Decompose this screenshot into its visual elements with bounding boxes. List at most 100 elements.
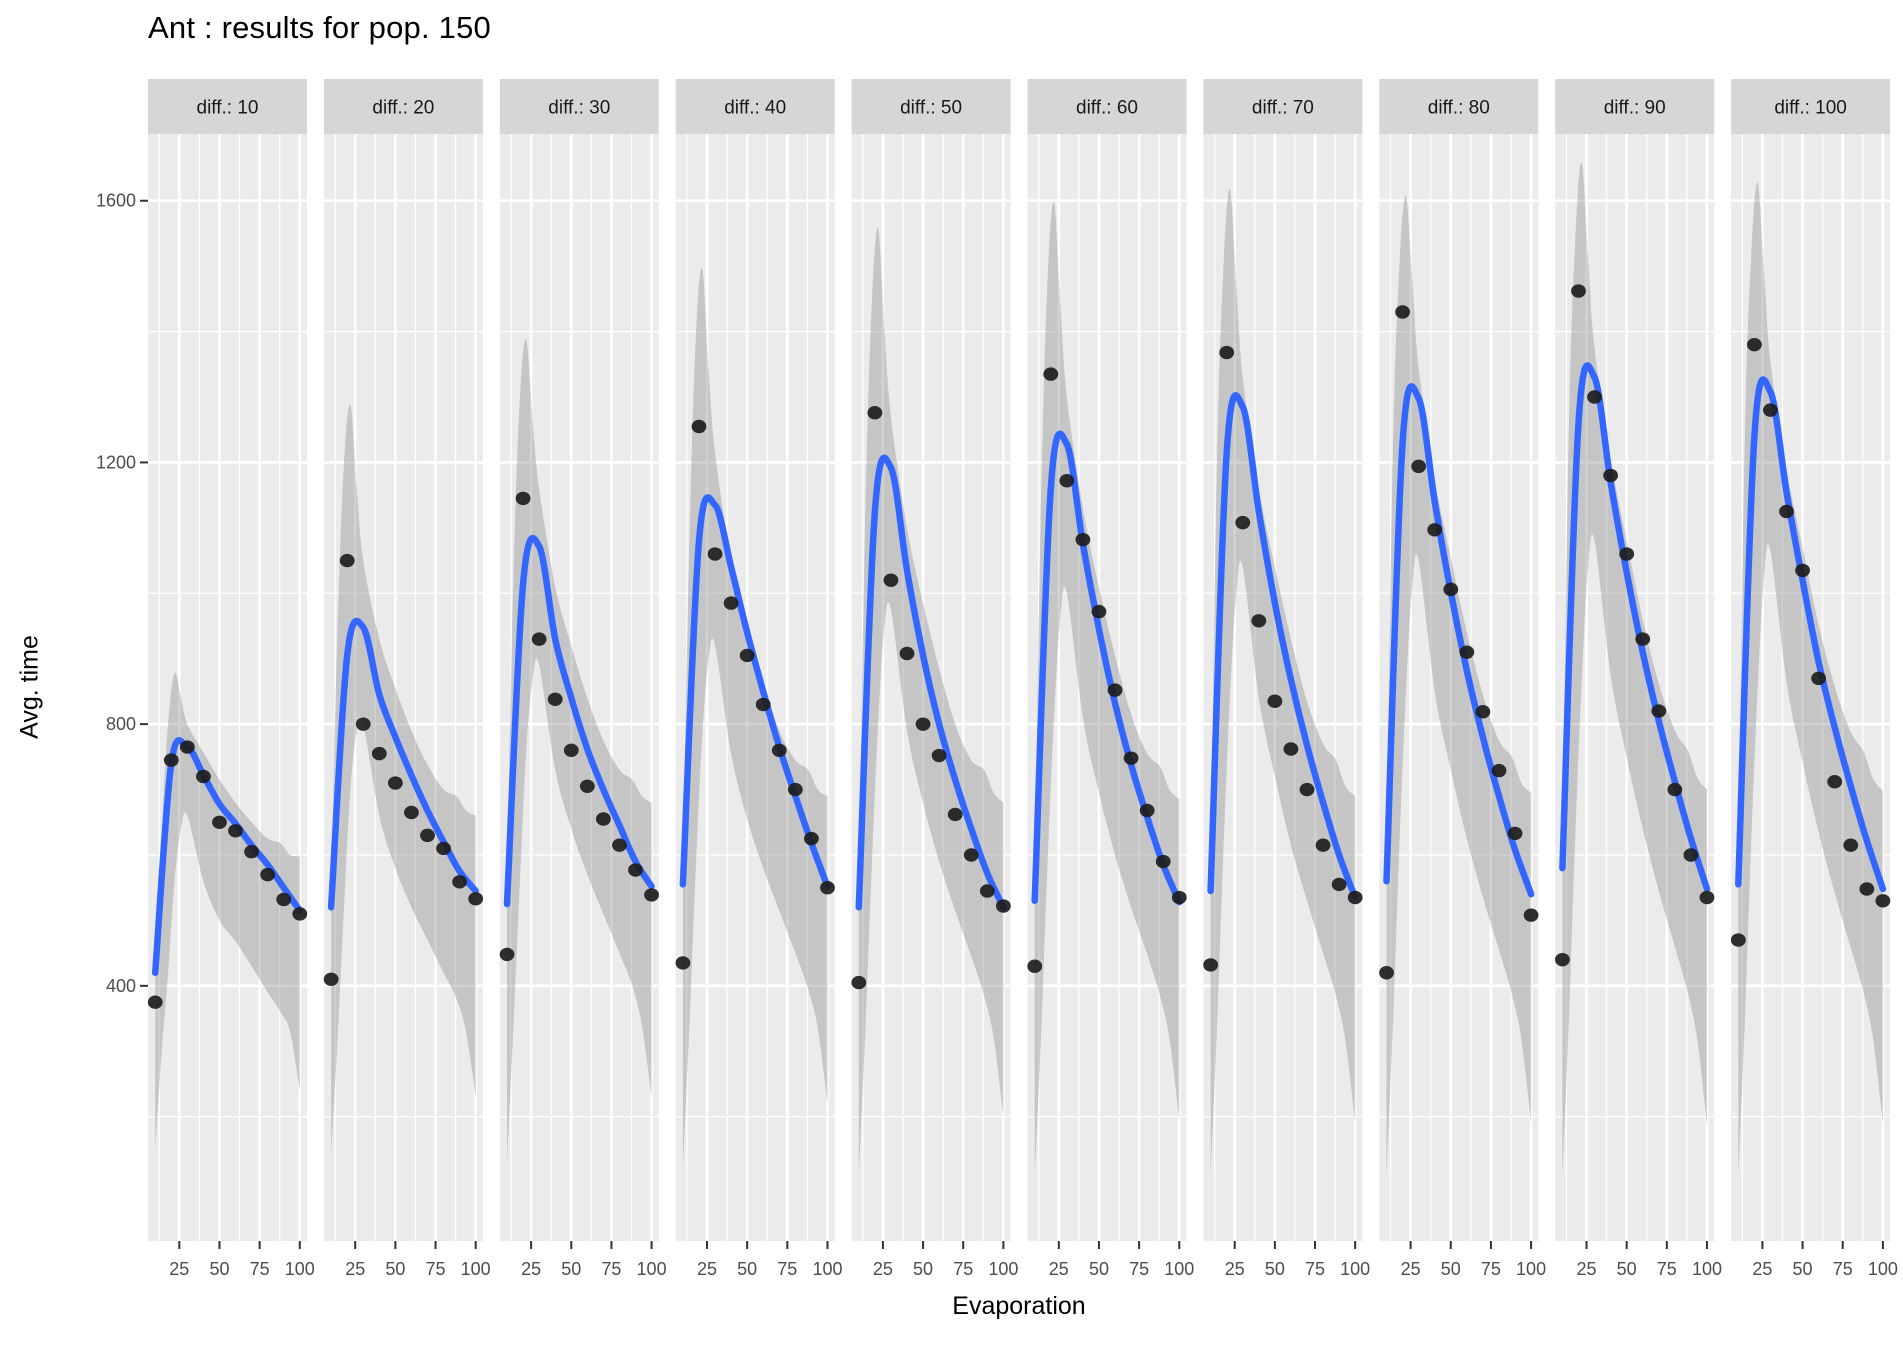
x-tick-label: 100	[1692, 1259, 1722, 1279]
facet-strip-label: diff.: 70	[1252, 98, 1314, 119]
x-tick-label: 100	[461, 1259, 491, 1279]
panel-background	[1731, 134, 1891, 1241]
x-tick-label: 75	[953, 1259, 973, 1279]
data-point	[1251, 614, 1267, 628]
data-point	[995, 899, 1011, 913]
data-point	[1555, 952, 1570, 967]
data-point	[1491, 763, 1507, 778]
x-tick-label: 25	[1225, 1259, 1245, 1279]
data-point	[147, 995, 163, 1009]
data-point	[931, 748, 947, 763]
panel-gridlines	[1027, 134, 1187, 1241]
facet-strip-label: diff.: 90	[1604, 98, 1666, 119]
data-points	[499, 491, 659, 962]
panel-gridlines	[1379, 134, 1539, 1241]
smooth-line	[503, 534, 655, 908]
x-tick-label: 100	[988, 1259, 1018, 1279]
data-point	[1651, 704, 1667, 718]
data-point	[436, 841, 451, 856]
smooth-line	[679, 494, 831, 890]
facet-strip-label: diff.: 30	[548, 98, 610, 119]
x-tick-label: 25	[1401, 1259, 1421, 1279]
data-point	[420, 828, 435, 843]
panel-background	[323, 134, 483, 1241]
data-point	[1219, 345, 1235, 360]
x-tick-label: 100	[812, 1259, 842, 1279]
x-axis-title: Evaporation	[952, 1292, 1086, 1320]
x-tick-label: 50	[1617, 1259, 1637, 1279]
facet-strip-label: diff.: 60	[1076, 98, 1138, 119]
facet-panel-diff-70: diff.: 70 25 50 75 100	[1203, 79, 1370, 1279]
data-point	[387, 776, 403, 790]
smooth-line	[1559, 362, 1711, 893]
facet-panel-diff-90: diff.: 90 25 50 75 100	[1555, 79, 1722, 1279]
data-point	[628, 863, 643, 877]
panel-gridlines	[1203, 134, 1363, 1241]
data-point	[468, 892, 484, 906]
data-point	[1811, 671, 1827, 686]
facet-strip-label: diff.: 10	[197, 98, 259, 119]
facet-panel-diff-20: diff.: 20 25 50 75 100	[323, 79, 491, 1279]
panel-gridlines	[323, 134, 483, 1241]
confidence-ribbon	[331, 404, 476, 1156]
data-point	[1859, 882, 1875, 896]
confidence-ribbon	[155, 672, 300, 1150]
data-points	[1379, 305, 1539, 980]
facet-panel-diff-80: diff.: 80 25 50 75 100	[1379, 79, 1546, 1279]
x-tick-label: 75	[1305, 1259, 1325, 1279]
data-point	[867, 406, 883, 420]
x-tick-label: 25	[521, 1259, 541, 1279]
panel-gridlines	[148, 134, 307, 1241]
x-tick-label: 75	[1129, 1259, 1149, 1279]
facet-strip	[499, 79, 659, 134]
x-tick-label: 25	[345, 1259, 365, 1279]
data-point	[1315, 838, 1331, 852]
x-tick-label: 50	[1089, 1259, 1109, 1279]
data-point	[1091, 604, 1107, 619]
data-point	[1603, 468, 1619, 483]
facet-strip	[148, 79, 307, 134]
smooth-line	[1031, 430, 1183, 906]
facet-strip	[1555, 79, 1715, 134]
x-axis: 25 50 75 100	[169, 1241, 315, 1279]
x-tick-label: 50	[209, 1259, 229, 1279]
data-point	[723, 596, 739, 610]
facet-panel-diff-50: diff.: 50 25 50 75 100	[851, 79, 1018, 1279]
data-point	[1139, 803, 1155, 818]
x-tick-label: 50	[385, 1259, 405, 1279]
confidence-ribbon	[682, 268, 828, 1169]
x-tick-label: 75	[250, 1259, 270, 1279]
x-axis: 25 50 75 100	[345, 1241, 491, 1279]
data-point	[1763, 403, 1778, 417]
panel-background	[148, 134, 307, 1241]
data-point	[1843, 838, 1859, 852]
x-tick-label: 25	[169, 1259, 189, 1279]
x-tick-label: 50	[1441, 1259, 1461, 1279]
confidence-ribbon	[1738, 182, 1883, 1176]
facet-strip-label: diff.: 40	[724, 98, 786, 119]
data-point	[260, 867, 276, 882]
facet-strip	[1379, 79, 1539, 134]
panel-gridlines	[499, 134, 659, 1241]
data-point	[244, 845, 259, 859]
data-point	[1235, 515, 1251, 530]
data-point	[1475, 705, 1491, 719]
x-tick-label: 75	[601, 1259, 621, 1279]
facet-strip-label: diff.: 100	[1774, 98, 1847, 119]
data-points	[675, 419, 835, 970]
data-points	[851, 406, 1011, 990]
data-point	[1075, 532, 1091, 547]
x-tick-label: 75	[1481, 1259, 1501, 1279]
data-point	[563, 743, 579, 758]
data-point	[675, 956, 691, 970]
x-axis: 25 50 75 100	[1049, 1241, 1194, 1279]
panel-background	[675, 134, 835, 1241]
data-point	[276, 892, 292, 907]
data-point	[963, 848, 979, 862]
data-point	[851, 975, 867, 990]
facet-panel-diff-10: diff.: 10 25 50 75 100	[147, 79, 315, 1279]
data-point	[883, 573, 899, 587]
data-point	[707, 547, 723, 561]
data-point	[771, 743, 787, 758]
